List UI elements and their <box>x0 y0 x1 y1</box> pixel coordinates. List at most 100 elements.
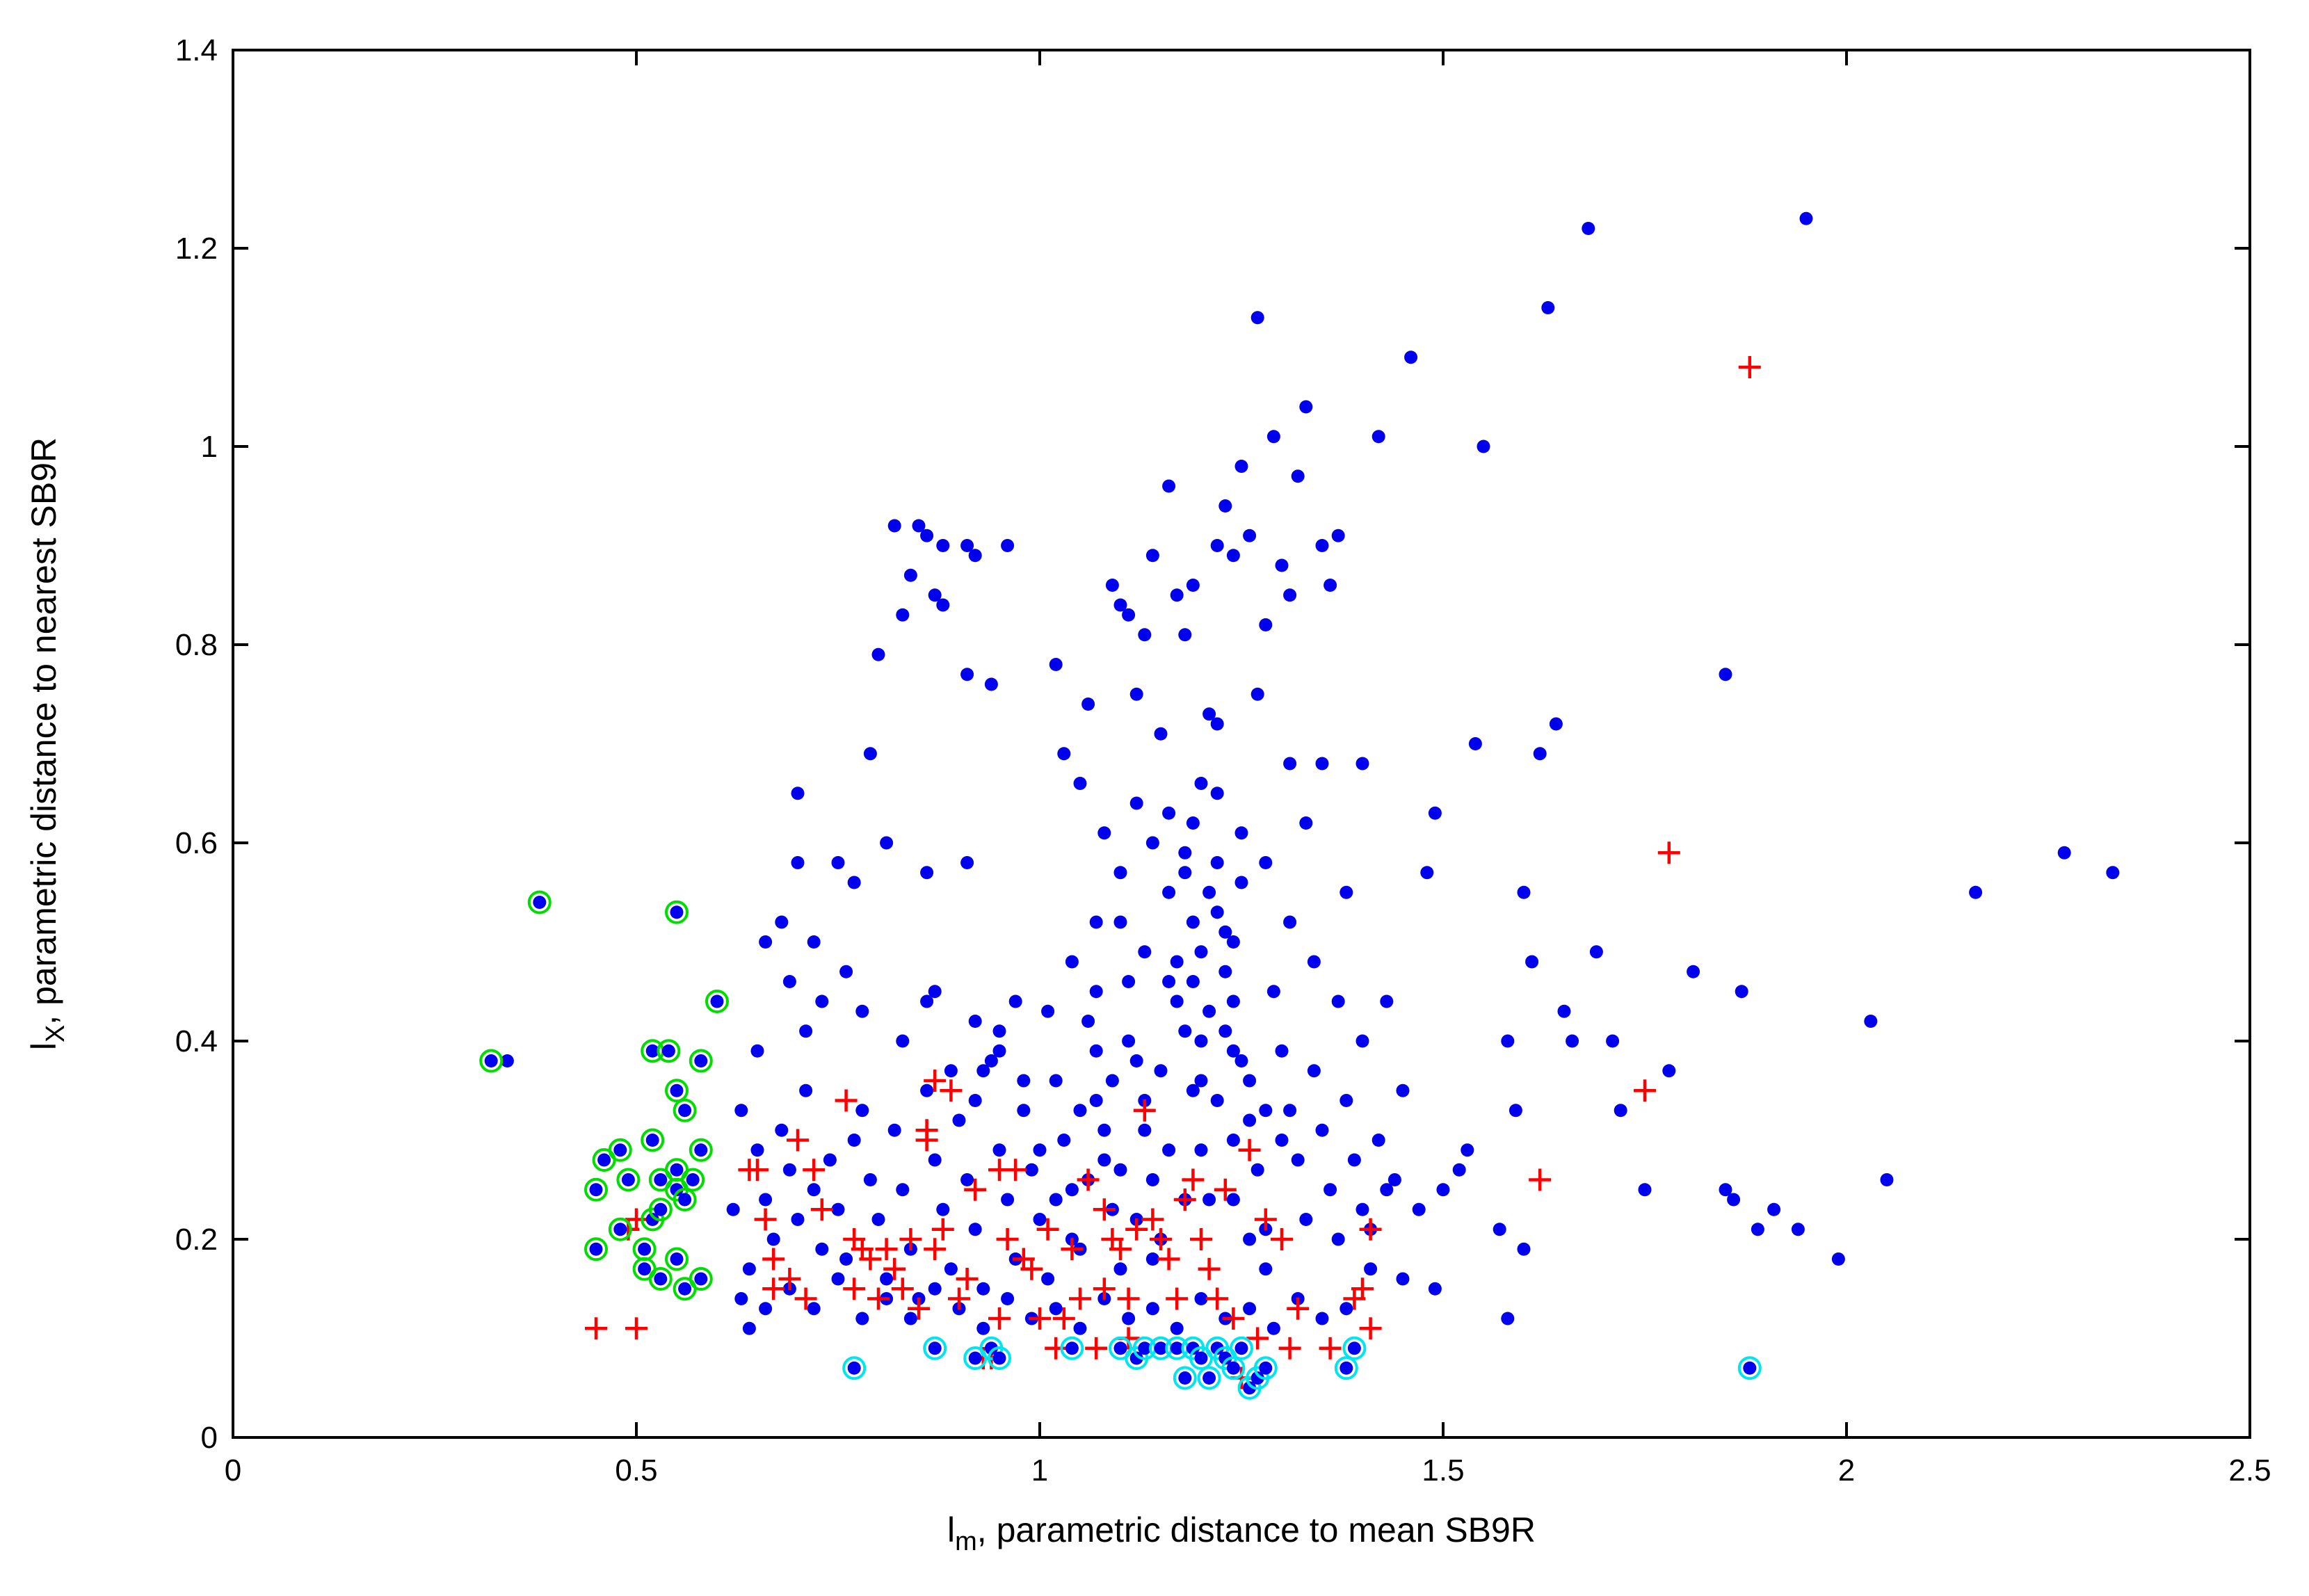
data-point <box>1138 628 1152 642</box>
data-point <box>1266 430 1280 444</box>
data-point <box>1517 1242 1531 1256</box>
data-point <box>1243 1113 1257 1127</box>
data-point-ringed <box>689 1049 713 1073</box>
data-point <box>1226 1044 1240 1058</box>
y-axis-label-sub: X <box>41 1025 70 1042</box>
data-point <box>944 1262 958 1276</box>
data-point <box>1089 915 1103 929</box>
data-point <box>992 1044 1006 1058</box>
data-point <box>855 1004 869 1018</box>
data-point <box>896 1183 910 1197</box>
data-point-plus <box>1061 1238 1084 1261</box>
data-point <box>912 519 926 533</box>
data-point <box>880 836 894 850</box>
data-point <box>1049 1302 1063 1316</box>
data-point <box>1057 1134 1071 1147</box>
data-point-plus <box>1045 1337 1068 1360</box>
data-point <box>734 1104 748 1118</box>
data-point <box>1226 549 1240 563</box>
data-point <box>1566 1034 1579 1048</box>
data-point <box>1145 1252 1159 1266</box>
data-point <box>1049 1074 1063 1088</box>
data-point <box>1331 994 1345 1008</box>
data-point-plus <box>891 1277 914 1300</box>
data-point-plus <box>1190 1228 1212 1250</box>
y-axis-label: lX, parametric distance to nearest SB9R <box>24 437 70 1050</box>
data-point <box>1145 836 1159 850</box>
y-tick-label: 0.6 <box>175 826 218 860</box>
data-point <box>1791 1223 1805 1236</box>
data-point <box>759 1193 773 1207</box>
data-point <box>1001 1292 1015 1305</box>
data-point-ringed <box>1197 1366 1221 1390</box>
data-point <box>1024 1163 1038 1177</box>
data-point <box>815 1242 829 1256</box>
data-point-plus <box>1117 1287 1140 1310</box>
data-point <box>726 1202 740 1216</box>
data-point <box>1194 777 1208 790</box>
data-point <box>1145 1302 1159 1316</box>
data-point <box>782 1163 796 1177</box>
data-point-ringed <box>1173 1366 1197 1390</box>
data-point-plus <box>988 1307 1011 1330</box>
data-point <box>1178 628 1192 642</box>
data-point-plus <box>908 1297 930 1320</box>
data-point <box>1194 1074 1208 1088</box>
data-point-ringed <box>648 1198 673 1222</box>
data-point-ringed <box>1342 1336 1367 1360</box>
data-point <box>1122 1034 1136 1048</box>
data-point <box>1299 400 1313 414</box>
data-point-plus <box>1069 1287 1091 1310</box>
data-point-plus <box>1133 1099 1156 1122</box>
data-point <box>1243 1302 1257 1316</box>
data-point <box>960 856 974 869</box>
data-point <box>1210 539 1224 552</box>
data-point <box>1468 737 1482 750</box>
y-tick-label: 1.2 <box>175 232 218 266</box>
data-point <box>1001 1193 1015 1207</box>
data-point <box>1501 1034 1515 1048</box>
data-point <box>1250 311 1264 325</box>
data-point <box>1210 905 1224 919</box>
data-point <box>799 1024 813 1038</box>
data-point <box>1041 1004 1055 1018</box>
data-point <box>1218 925 1232 939</box>
data-point <box>1428 806 1442 820</box>
data-point-ringed <box>689 1138 713 1162</box>
x-tick-label: 2 <box>1838 1453 1855 1488</box>
data-point <box>1638 1183 1652 1197</box>
data-point <box>1210 717 1224 731</box>
data-point <box>1767 1202 1781 1216</box>
data-point <box>968 1094 982 1107</box>
data-point <box>1202 885 1216 899</box>
data-point <box>1799 211 1813 225</box>
data-point <box>960 668 974 682</box>
y-tick-label: 0.2 <box>175 1223 218 1257</box>
x-tick-label: 0 <box>225 1453 241 1488</box>
data-point <box>855 1104 869 1118</box>
data-point <box>1315 539 1329 552</box>
data-point <box>1234 460 1248 473</box>
data-point-plus <box>924 1070 947 1092</box>
data-point <box>1525 955 1539 969</box>
data-point <box>920 994 934 1008</box>
data-point <box>1170 994 1184 1008</box>
data-point <box>823 1153 837 1167</box>
data-point <box>1162 885 1176 899</box>
data-point-ringed <box>1221 1356 1246 1380</box>
data-point <box>1138 1123 1152 1137</box>
y-axis: 0 0.2 0.4 0.6 0.8 1 1.2 1.4 <box>175 33 2250 1455</box>
data-point-plus <box>1351 1277 1374 1300</box>
data-point <box>1162 975 1176 988</box>
data-point <box>928 1153 942 1167</box>
data-point <box>1371 430 1385 444</box>
data-point <box>1170 1321 1184 1335</box>
data-point <box>1275 558 1289 572</box>
x-tick-label: 1 <box>1031 1453 1048 1488</box>
data-point-plus <box>625 1208 647 1231</box>
x-axis-label-main: l <box>947 1510 955 1549</box>
data-point-ringed <box>632 1237 657 1262</box>
data-point <box>1250 687 1264 701</box>
data-point-ringed <box>673 1188 697 1211</box>
data-point <box>1186 1083 1200 1097</box>
